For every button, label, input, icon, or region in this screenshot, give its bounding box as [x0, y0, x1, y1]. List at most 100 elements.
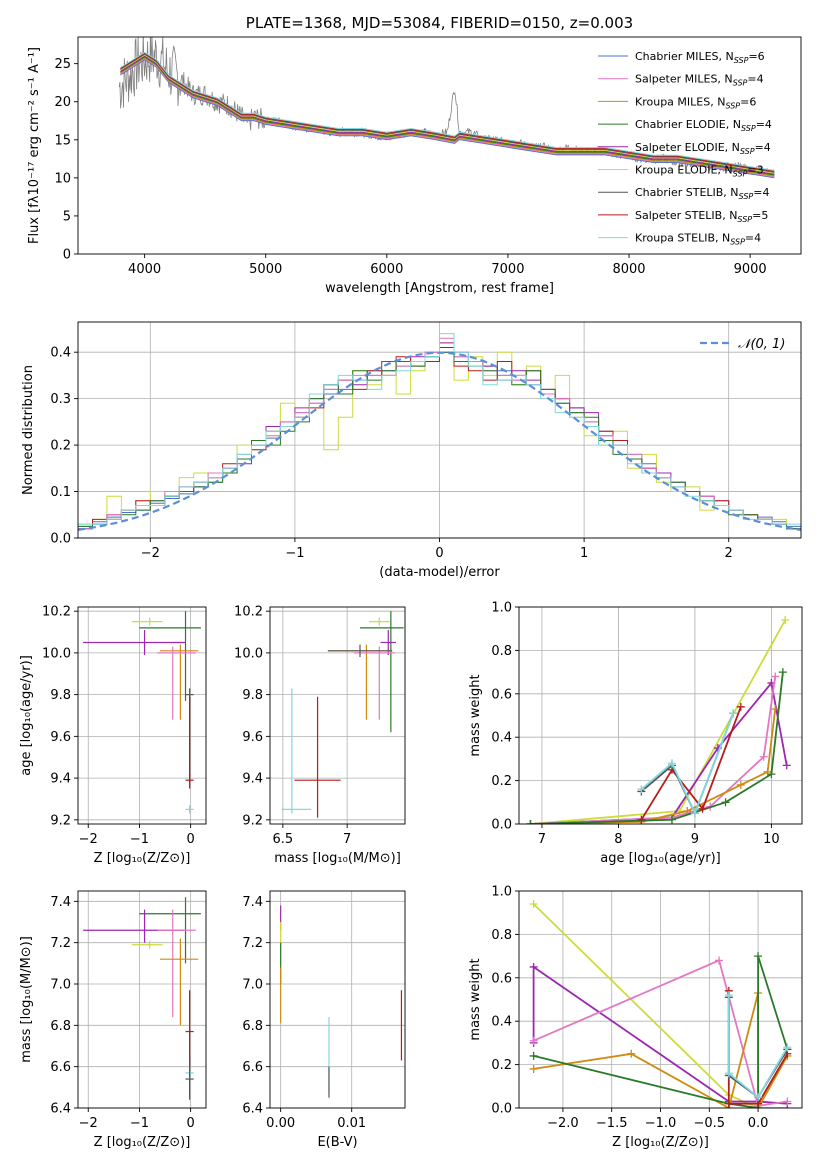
legend-label: 𝒩(0, 1) — [738, 337, 785, 352]
axes-frame — [269, 606, 406, 825]
weight-line — [727, 995, 789, 1099]
y-axis-label: Flux [fλ10⁻¹⁷ erg cm⁻² s⁻¹ A⁻¹] — [27, 47, 42, 244]
errorbar-point — [157, 909, 196, 1018]
weight-marker — [783, 1097, 792, 1106]
model-line — [120, 58, 775, 178]
weight-line — [640, 706, 742, 821]
model-line — [120, 54, 775, 174]
x-axis-label: wavelength [Angstrom, rest frame] — [325, 281, 554, 296]
plot-area — [281, 611, 404, 818]
y-axis-label: age [log₁₀(age/yr)] — [19, 655, 34, 776]
x-tick-label: 0 — [186, 832, 194, 847]
weight-marker — [667, 815, 676, 824]
x-tick-label: 8 — [614, 832, 622, 847]
x-tick-label: −2 — [79, 1116, 98, 1131]
weight-marker — [637, 785, 646, 794]
x-axis-label: (data-model)/error — [379, 565, 500, 580]
y-tick-label: 9.6 — [50, 730, 71, 745]
weight-marker — [759, 752, 768, 761]
legend-label: Salpeter MILES, NSSP=4 — [635, 73, 764, 88]
errorbar-point — [185, 990, 194, 1069]
y-tick-label: 0.8 — [491, 928, 512, 943]
x-tick-label: −2 — [79, 832, 98, 847]
x-tick-label: −2 — [141, 546, 160, 561]
model-line — [120, 59, 775, 179]
weight-marker — [698, 804, 707, 813]
y-tick-label: 7.0 — [242, 978, 263, 993]
errorbar-point — [294, 696, 341, 818]
axes-frame — [77, 606, 207, 825]
x-tick-label: 10 — [763, 832, 780, 847]
errorbar-point — [185, 805, 194, 814]
weight-marker — [667, 759, 676, 768]
panel-mass-weight-vs-age: 7 8 9 10 0.0 0.2 0.4 0.6 0.8 1.0 age [log₁₀(age/yr… — [468, 601, 803, 866]
y-tick-label: 0.0 — [50, 532, 71, 547]
y-tick-label: 10.2 — [234, 605, 263, 620]
x-tick-label: 8000 — [612, 262, 645, 277]
y-tick-label: 0.4 — [50, 346, 71, 361]
x-tick-label: 0.0 — [748, 1116, 769, 1131]
y-tick-label: 0.8 — [491, 644, 512, 659]
weight-marker — [736, 780, 745, 789]
weight-marker — [529, 1051, 538, 1060]
errorbar-point — [327, 644, 393, 658]
panel-age-vs-mass: 6.5 7 9.2 9.4 9.6 9.8 10.0 10.2 mass [log₁₀(M/M⊙… — [234, 605, 406, 866]
weight-marker — [736, 702, 745, 711]
y-axis-label: mass weight — [468, 674, 483, 756]
weight-marker — [529, 1064, 538, 1073]
weight-line — [533, 955, 789, 1108]
x-tick-label: 9 — [691, 832, 699, 847]
legend: 𝒩(0, 1) — [700, 337, 785, 352]
x-tick-label: 9000 — [734, 262, 767, 277]
y-tick-label: 9.4 — [50, 772, 71, 787]
x-tick-label: 6000 — [370, 262, 403, 277]
x-tick-label: 0.00 — [266, 1116, 295, 1131]
legend-label: Salpeter STELIB, NSSP=5 — [635, 209, 768, 224]
x-tick-label: 1 — [580, 546, 588, 561]
panel-residuals: 𝒩(0, 1) −2 −1 0 1 2 0.0 0.1 0.2 0.3 0.4 (data-model… — [21, 321, 802, 580]
errorbar-point — [360, 611, 404, 733]
errorbar-point — [185, 1058, 194, 1100]
y-tick-label: 9.8 — [50, 688, 71, 703]
x-axis-label: E(B-V) — [317, 1135, 357, 1150]
y-tick-label: 9.6 — [242, 730, 263, 745]
plot-area — [78, 333, 801, 531]
y-tick-label: 9.2 — [50, 813, 71, 828]
y-tick-label: 9.8 — [242, 688, 263, 703]
errorbar-point — [157, 646, 196, 720]
weight-marker — [724, 991, 733, 1000]
panel-mass-weight-vs-Z: −2.0 −1.5 −1.0 −0.5 0.0 0.0 0.2 0.4 0.6 0.8 1.0 Z [… — [468, 885, 803, 1150]
plot-area — [529, 900, 792, 1108]
x-tick-label: −1 — [130, 1116, 149, 1131]
y-tick-label: 5 — [63, 209, 71, 224]
plot-area — [83, 611, 201, 814]
axes-frame — [77, 36, 802, 255]
y-tick-label: 0.3 — [50, 392, 71, 407]
y-tick-label: 0.1 — [50, 485, 71, 500]
y-tick-label: 1.0 — [491, 601, 512, 616]
y-tick-label: 1.0 — [491, 885, 512, 900]
x-tick-label: 7000 — [491, 262, 524, 277]
weight-marker — [767, 770, 776, 779]
y-tick-label: 6.8 — [242, 1019, 263, 1034]
errorbar-point — [139, 611, 201, 701]
y-tick-label: 0.2 — [491, 1058, 512, 1073]
model-line — [120, 55, 775, 175]
model-line — [120, 51, 775, 171]
y-tick-label: 10.2 — [42, 605, 71, 620]
legend-label: Kroupa MILES, NSSP=6 — [635, 95, 756, 110]
panel-mass-vs-EBV: 0.00 0.01 6.4 6.6 6.8 7.0 7.2 7.4 E(B-V) — [242, 890, 406, 1150]
errorbar-point — [185, 696, 194, 789]
x-tick-label: 6.5 — [273, 832, 294, 847]
y-tick-label: 9.2 — [242, 813, 263, 828]
weight-marker — [690, 809, 699, 818]
histogram-step — [78, 333, 801, 525]
y-tick-label: 0.0 — [491, 1102, 512, 1117]
x-tick-label: −2.0 — [547, 1116, 579, 1131]
x-tick-label: 7 — [538, 832, 546, 847]
weight-line — [533, 992, 789, 1108]
weight-marker — [637, 815, 646, 824]
chart-title: PLATE=1368, MJD=53084, FIBERID=0150, z=0… — [246, 14, 633, 32]
y-tick-label: 20 — [54, 95, 71, 110]
